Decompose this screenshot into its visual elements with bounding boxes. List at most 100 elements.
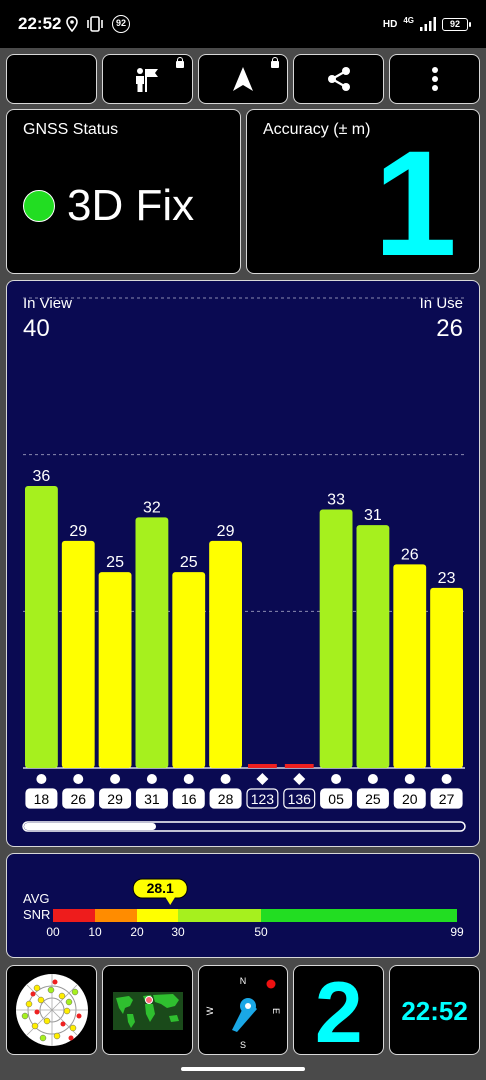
constellation-marker [183, 774, 194, 784]
constellation-marker [73, 774, 84, 784]
more-vert-icon [431, 67, 438, 91]
satellite-id-box [209, 788, 242, 809]
signal-bar [284, 764, 314, 768]
satellite-id-label: 18 [34, 791, 50, 807]
network-type: 4G [403, 15, 414, 25]
satellite-bar-chart: 36 18 29 26 25 29 32 31 25 16 29 28 123 136 33 05 31 25 26… [22, 297, 466, 832]
satellite-id-box [283, 788, 316, 809]
accuracy-value: 1 [373, 119, 457, 287]
compass-south: S [240, 1040, 246, 1050]
signal-bar [61, 540, 95, 768]
battery-icon: 92 [442, 17, 471, 31]
fix-status: 3D Fix [67, 181, 195, 230]
location-pin-icon [66, 16, 78, 32]
snr-avg-value: 28.1 [147, 880, 174, 896]
signal-bar [319, 509, 353, 768]
night-mode-button[interactable] [6, 54, 97, 104]
snr-tick-label: 30 [171, 925, 185, 939]
signal-bar [393, 564, 427, 768]
chart-scrollbar-thumb[interactable] [24, 823, 156, 830]
accuracy-panel[interactable]: Accuracy (± m) 1 [246, 109, 480, 278]
status-time: 22:52 [18, 14, 62, 33]
gnss-status-panel[interactable]: GNSS Status 3D Fix [6, 109, 241, 274]
share-icon [327, 67, 350, 91]
navigation-bar [0, 1060, 486, 1080]
snr-panel[interactable]: AVG SNR 00 10 20 30 50 99 28.1 [6, 853, 480, 958]
notification-badge: 92 [112, 15, 130, 33]
clock-value: 22:52 [401, 996, 468, 1026]
in-use-count: 26 [436, 315, 463, 342]
signal-bar [209, 540, 242, 768]
satellite-id-box [356, 788, 389, 809]
satellite-id-label: 05 [328, 791, 344, 807]
snr-tick-label: 00 [46, 925, 60, 939]
satellite-id-label: 25 [365, 791, 381, 807]
satellite-id-box [430, 788, 463, 809]
gnss-status-label: GNSS Status [23, 121, 119, 138]
in-view-label: In View [23, 295, 72, 312]
satellite-id-label: 28 [218, 791, 234, 807]
navigate-button[interactable] [197, 54, 289, 104]
satellite-id-box [99, 788, 132, 809]
constellation-marker [367, 774, 378, 784]
compass-east: E [271, 1008, 281, 1014]
constellation-marker [331, 774, 342, 784]
satellite-id-box [172, 788, 205, 809]
constellation-marker [36, 774, 47, 784]
sky-radar-icon [16, 974, 88, 1046]
bar-value-label: 29 [217, 523, 235, 540]
avg-label: AVG [23, 891, 50, 906]
satellite-id-label: 16 [181, 791, 197, 807]
satellite-signal-panel[interactable]: In View 40 In Use 26 36 18 29 26 25 29 32 31 25 1… [6, 280, 480, 847]
snr-label: SNR [23, 907, 51, 922]
signal-bar [135, 517, 169, 768]
satellite-count-tile[interactable]: 2 [293, 965, 385, 1055]
navigation-arrow-icon [232, 67, 253, 91]
sky-radar-tile[interactable] [6, 965, 97, 1055]
signal-icon [420, 17, 436, 31]
in-use-label: In Use [419, 295, 463, 312]
signal-bar [98, 572, 132, 768]
share-button[interactable] [293, 54, 385, 104]
satellite-id-box [320, 788, 353, 809]
compass-west: W [205, 1006, 215, 1015]
satellite-id-label: 27 [439, 791, 455, 807]
fix-indicator-dot [23, 190, 55, 222]
satellite-id-box [62, 788, 95, 809]
snr-tick-label: 50 [254, 925, 268, 939]
satellite-id-box [135, 788, 168, 809]
compass-tile[interactable]: N E S W [197, 965, 289, 1055]
bottom-tiles: N E S W 2 22:52 [6, 965, 480, 1055]
hd-label: HD [382, 18, 398, 30]
bar-value-label: 25 [106, 554, 124, 571]
constellation-marker [404, 774, 415, 784]
snr-tick-label: 20 [130, 925, 144, 939]
bar-value-label: 26 [401, 546, 419, 563]
snr-avg-bubble [132, 878, 188, 899]
snr-segment [53, 909, 95, 922]
signal-bar [172, 572, 206, 768]
satellite-id-label: 26 [70, 791, 86, 807]
satellite-id-box [246, 788, 279, 809]
bar-value-label: 25 [180, 554, 198, 571]
constellation-marker [220, 774, 231, 784]
snr-tick-label: 10 [88, 925, 102, 939]
world-map-tile[interactable] [101, 965, 193, 1055]
accuracy-label: Accuracy (± m) [263, 121, 371, 138]
vibrate-icon [87, 16, 103, 32]
snr-segment [95, 909, 137, 922]
chart-scrollbar-track[interactable] [22, 821, 466, 832]
satellite-id-box [393, 788, 426, 809]
snr-segment [137, 909, 178, 922]
more-button[interactable] [389, 54, 480, 104]
bar-value-label: 31 [364, 507, 382, 524]
moon-icon [44, 69, 55, 89]
snr-segment [261, 909, 457, 922]
signal-bar [430, 587, 463, 768]
home-gesture-pill[interactable] [181, 1067, 305, 1071]
clock-tile[interactable]: 22:52 [389, 965, 480, 1055]
satellite-id-label: 123 [251, 791, 275, 807]
person-flag-icon [136, 68, 159, 92]
constellation-marker [146, 774, 157, 784]
poi-button[interactable] [101, 54, 193, 104]
